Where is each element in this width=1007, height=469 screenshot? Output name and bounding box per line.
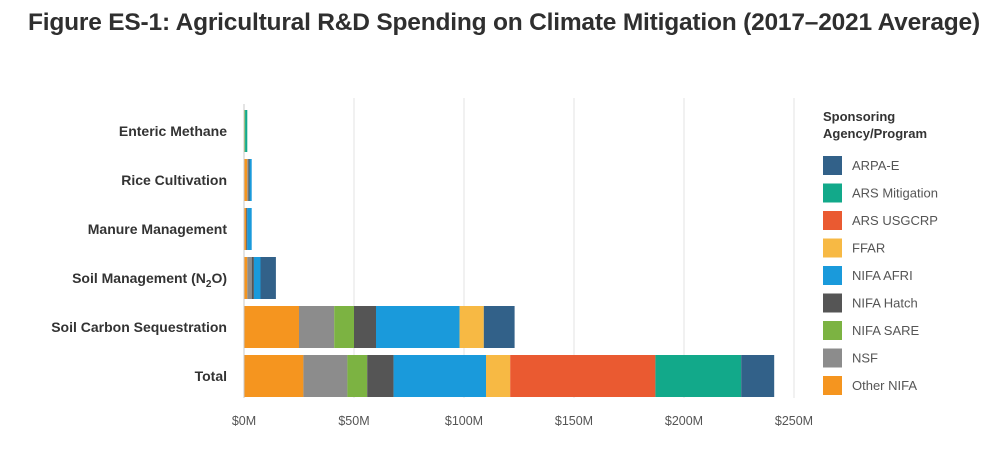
legend-label: NSF <box>852 351 878 366</box>
x-tick-label: $0M <box>232 414 256 428</box>
legend-label: ARPA-E <box>852 158 900 173</box>
category-label: Total <box>195 368 227 384</box>
legend-label: Other NIFA <box>852 378 917 393</box>
bar-segment <box>483 306 515 348</box>
legend-swatch <box>823 238 842 258</box>
category-label: Enteric Methane <box>119 123 227 139</box>
legend-swatch <box>823 321 842 340</box>
category-label: Rice Cultivation <box>121 172 227 188</box>
bar-segment <box>741 355 775 397</box>
legend-swatch <box>823 266 842 285</box>
bar-segment <box>367 355 394 397</box>
category-label: Manure Management <box>88 221 228 237</box>
x-tick-label: $150M <box>555 414 593 428</box>
gridlines <box>353 98 795 398</box>
x-tick-label: $250M <box>775 414 813 428</box>
bar-segment <box>244 355 304 397</box>
category-label: Soil Carbon Sequestration <box>51 319 227 335</box>
x-tick-label: $50M <box>338 414 369 428</box>
bar-segment <box>376 306 460 348</box>
legend-swatch <box>823 156 842 175</box>
legend-title: Agency/Program <box>823 126 927 141</box>
legend-title: Sponsoring <box>823 109 895 124</box>
x-tick-labels: $0M $50M $100M $150M $200M $250M <box>232 414 813 428</box>
legend-label: NIFA SARE <box>852 323 920 338</box>
bar-segment <box>247 208 252 250</box>
x-tick-label: $200M <box>665 414 703 428</box>
bar-segment <box>244 159 248 201</box>
bar-segment <box>459 306 484 348</box>
legend-label: NIFA AFRI <box>852 268 913 283</box>
legend-swatch <box>823 348 842 368</box>
bar-segment <box>347 355 368 397</box>
bar-segment <box>244 110 246 152</box>
bar-segment <box>244 306 299 348</box>
bar-segment <box>244 208 247 250</box>
bar-segment <box>251 257 254 299</box>
legend-label: ARS Mitigation <box>852 186 938 201</box>
legend-label: FFAR <box>852 241 885 256</box>
bar-segment <box>249 159 252 201</box>
legend-swatch <box>823 293 842 313</box>
bar-segment <box>246 208 248 250</box>
bar-segment <box>253 257 261 299</box>
bar-segment <box>393 355 486 397</box>
bar-segment <box>247 257 252 299</box>
bars <box>244 110 775 397</box>
x-tick-label: $100M <box>445 414 483 428</box>
bar-segment <box>299 306 335 348</box>
category-labels: Enteric Methane Rice Cultivation Manure Ma… <box>51 123 227 384</box>
bar-segment <box>655 355 742 397</box>
bar-segment <box>354 306 376 348</box>
bar-segment <box>244 257 248 299</box>
legend-swatch <box>823 211 842 230</box>
bar-segment <box>486 355 511 397</box>
bar-segment <box>245 110 248 152</box>
bar-segment <box>334 306 354 348</box>
bar-segment <box>260 257 276 299</box>
chart-title: Figure ES-1: Agricultural R&D Spending o… <box>28 9 980 36</box>
bar-segment <box>248 159 250 201</box>
bar-segment <box>510 355 656 397</box>
legend-label: ARS USGCRP <box>852 213 938 228</box>
legend-label: NIFA Hatch <box>852 296 918 311</box>
legend: Sponsoring Agency/Program ARPA-E ARS Mitiga… <box>823 109 938 395</box>
bar-segment <box>247 159 249 201</box>
legend-swatch <box>823 183 842 203</box>
bar-segment <box>303 355 348 397</box>
legend-swatch <box>823 376 842 395</box>
category-label: Soil Management (N2O) <box>72 270 227 290</box>
